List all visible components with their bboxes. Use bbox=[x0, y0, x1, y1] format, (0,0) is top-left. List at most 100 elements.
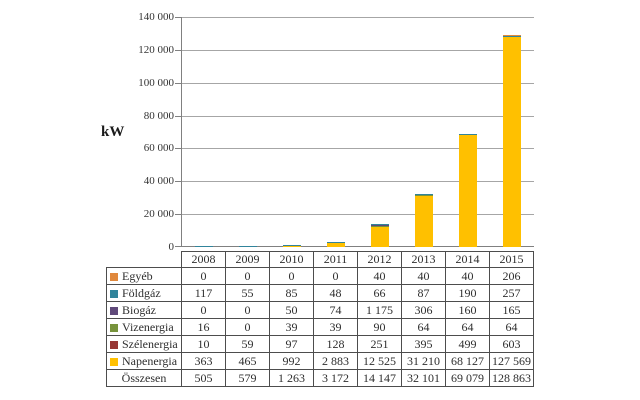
gridline bbox=[182, 115, 534, 117]
value-cell: 14 147 bbox=[357, 369, 402, 387]
gridline bbox=[182, 181, 534, 183]
value-cell: 39 bbox=[313, 318, 358, 336]
x-axis-line bbox=[182, 246, 534, 247]
bar-segment-biogáz-2013 bbox=[415, 194, 433, 195]
y-tick-label: 100 000 bbox=[138, 76, 174, 89]
bar-segment-biogáz-2012 bbox=[371, 223, 389, 226]
table-row-napenergia: Napenergia 363 465 992 2 883 12 525 31 210 68 1… bbox=[106, 352, 534, 370]
y-tick-label: 20 000 bbox=[143, 208, 174, 221]
value-cell: 1 263 bbox=[269, 369, 314, 387]
value-cell: 306 bbox=[401, 301, 446, 319]
y-axis-title: kW bbox=[101, 124, 125, 140]
value-cell: 64 bbox=[401, 318, 446, 336]
year-header-cell: 2012 bbox=[357, 251, 402, 268]
y-tick-label: 0 bbox=[168, 241, 175, 253]
value-cell: 0 bbox=[225, 267, 270, 285]
y-tick-mark bbox=[175, 148, 181, 150]
value-cell: 603 bbox=[489, 335, 534, 353]
bar-segment-napenergia-2010 bbox=[283, 245, 301, 247]
data-table: 2008 2009 2010 2011 2012 2013 2014 2015 Egyéb 0 0 0… bbox=[106, 251, 534, 387]
series-label: Vizenergia bbox=[122, 319, 174, 334]
value-cell: 363 bbox=[181, 352, 226, 370]
value-cell: 85 bbox=[269, 284, 314, 302]
year-header-cell: 2014 bbox=[445, 251, 490, 268]
value-cell: 90 bbox=[357, 318, 402, 336]
y-tick-label: 120 000 bbox=[138, 43, 174, 56]
value-cell: 0 bbox=[269, 267, 314, 285]
series-label-cell: Egyéb bbox=[106, 267, 182, 285]
year-header-cell: 2008 bbox=[181, 251, 226, 268]
series-label-cell: Napenergia bbox=[106, 352, 182, 370]
value-cell: 0 bbox=[313, 267, 358, 285]
y-tick-label: 80 000 bbox=[143, 109, 174, 122]
legend-swatch-egyéb bbox=[110, 272, 118, 281]
legend-swatch-vizenergia bbox=[110, 323, 118, 332]
value-cell: 505 bbox=[181, 369, 226, 387]
value-cell: 117 bbox=[181, 284, 226, 302]
value-cell: 465 bbox=[225, 352, 270, 370]
y-tick-mark bbox=[175, 214, 181, 216]
table-row-földgáz: Földgáz 117 55 85 48 66 87 190 257 bbox=[106, 284, 534, 302]
year-header-cell: 2013 bbox=[401, 251, 446, 268]
value-cell: 39 bbox=[269, 318, 314, 336]
bar-segment-szélenergia-2014 bbox=[459, 134, 477, 136]
series-label-cell: Vizenergia bbox=[106, 318, 182, 336]
table-corner-cell bbox=[107, 252, 182, 268]
gridline bbox=[182, 148, 534, 150]
year-header-cell: 2010 bbox=[269, 251, 314, 268]
value-cell: 0 bbox=[181, 301, 226, 319]
value-cell: 59 bbox=[225, 335, 270, 353]
bar-segment-szélenergia-2013 bbox=[415, 195, 433, 196]
value-cell: 395 bbox=[401, 335, 446, 353]
gridline bbox=[182, 17, 534, 18]
value-cell: 64 bbox=[489, 318, 534, 336]
series-label: Földgáz bbox=[122, 285, 161, 300]
legend-swatch-biogáz bbox=[110, 306, 118, 315]
legend-swatch-napenergia bbox=[110, 357, 118, 366]
value-cell: 992 bbox=[269, 352, 314, 370]
value-cell: 12 525 bbox=[357, 352, 402, 370]
value-cell: 579 bbox=[225, 369, 270, 387]
series-label-cell: Földgáz bbox=[106, 284, 182, 302]
value-cell: 16 bbox=[181, 318, 226, 336]
year-header-cell: 2015 bbox=[489, 251, 534, 268]
year-header-cell: 2011 bbox=[313, 251, 358, 268]
value-cell: 499 bbox=[445, 335, 490, 353]
value-cell: 10 bbox=[181, 335, 226, 353]
bar-segment-napenergia-2008 bbox=[195, 246, 213, 247]
series-label-cell: Szélenergia bbox=[106, 335, 182, 353]
value-cell: 251 bbox=[357, 335, 402, 353]
value-cell: 69 079 bbox=[445, 369, 490, 387]
y-tick-mark bbox=[175, 115, 181, 117]
bar-segment-napenergia-2009 bbox=[239, 246, 257, 247]
value-cell: 127 569 bbox=[489, 352, 534, 370]
y-tick-mark bbox=[175, 82, 181, 84]
y-tick-mark bbox=[175, 49, 181, 51]
value-cell: 0 bbox=[225, 301, 270, 319]
bar-segment-napenergia-2015 bbox=[503, 37, 521, 247]
value-cell: 40 bbox=[445, 267, 490, 285]
y-tick-label: 140 000 bbox=[138, 11, 174, 23]
series-label: Összesen bbox=[121, 370, 167, 385]
table-row-vizenergia: Vizenergia 16 0 39 39 90 64 64 64 bbox=[106, 318, 534, 336]
table-row-egyéb: Egyéb 0 0 0 0 40 40 40 206 bbox=[106, 267, 534, 285]
bar-segment-napenergia-2012 bbox=[371, 226, 389, 247]
value-cell: 32 101 bbox=[401, 369, 446, 387]
y-tick-mark bbox=[175, 181, 181, 183]
value-cell: 0 bbox=[181, 267, 226, 285]
value-cell: 165 bbox=[489, 301, 534, 319]
bar-segment-napenergia-2014 bbox=[459, 135, 477, 247]
value-cell: 40 bbox=[401, 267, 446, 285]
legend-swatch-szélenergia bbox=[110, 340, 118, 349]
bar-segment-napenergia-2011 bbox=[327, 242, 345, 247]
y-tick-label: 40 000 bbox=[143, 175, 174, 188]
value-cell: 50 bbox=[269, 301, 314, 319]
value-cell: 3 172 bbox=[313, 369, 358, 387]
legend-swatch-földgáz bbox=[110, 289, 118, 298]
series-label: Szélenergia bbox=[122, 336, 178, 351]
value-cell: 128 863 bbox=[489, 369, 534, 387]
value-cell: 190 bbox=[445, 284, 490, 302]
table-header-row: 2008 2009 2010 2011 2012 2013 2014 2015 bbox=[107, 251, 534, 268]
plot-area bbox=[175, 17, 534, 247]
